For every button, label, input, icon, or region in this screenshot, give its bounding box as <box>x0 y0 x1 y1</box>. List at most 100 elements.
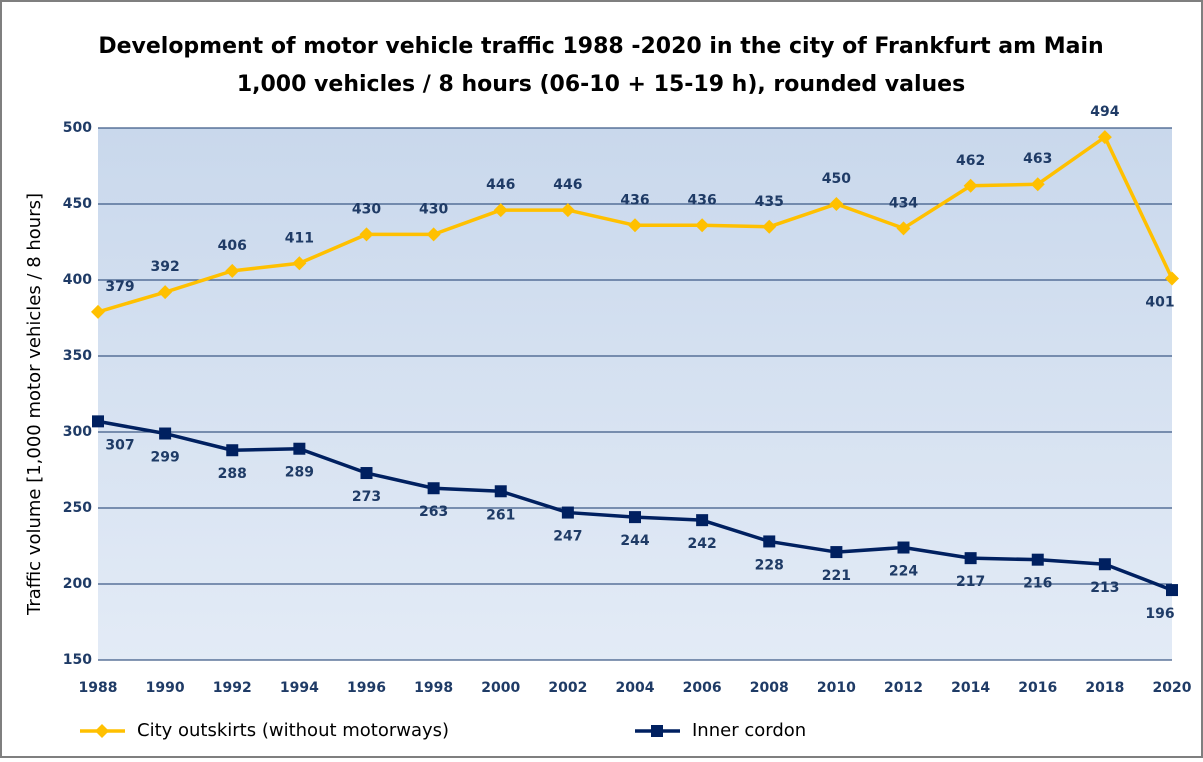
data-label: 392 <box>151 259 180 275</box>
data-point <box>159 427 172 440</box>
x-tick-label: 2008 <box>750 680 789 696</box>
y-tick-label: 500 <box>63 120 92 136</box>
y-tick-label: 150 <box>63 652 92 668</box>
data-label: 450 <box>822 171 851 187</box>
data-label: 224 <box>889 564 918 580</box>
x-tick-label: 2000 <box>481 680 520 696</box>
data-point <box>897 541 910 554</box>
x-tick-label: 2018 <box>1085 680 1124 696</box>
data-label: 494 <box>1090 104 1119 120</box>
data-point <box>561 506 574 519</box>
data-label: 379 <box>105 279 134 295</box>
y-tick-label: 200 <box>63 576 92 592</box>
data-point <box>226 444 239 457</box>
data-point <box>91 304 105 319</box>
data-point <box>359 227 374 242</box>
x-tick-label: 2010 <box>817 680 856 696</box>
y-tick-label: 400 <box>63 272 92 288</box>
data-label: 196 <box>1145 606 1174 622</box>
data-label: 289 <box>285 465 314 481</box>
data-point <box>629 511 641 524</box>
data-label: 221 <box>822 568 851 584</box>
data-label: 401 <box>1145 294 1174 310</box>
data-point <box>1098 558 1111 571</box>
data-point <box>427 482 440 495</box>
data-label: 244 <box>620 533 649 549</box>
legend-label: Inner cordon <box>692 720 806 741</box>
data-label: 436 <box>620 192 649 208</box>
x-tick-label: 1990 <box>146 680 185 696</box>
data-point <box>763 535 776 548</box>
data-label: 436 <box>688 192 717 208</box>
legend-marker <box>95 724 109 738</box>
data-label: 434 <box>889 195 918 211</box>
data-point <box>896 221 911 236</box>
data-label: 411 <box>285 230 314 246</box>
x-tick-label: 2016 <box>1018 680 1057 696</box>
data-label: 242 <box>688 536 717 552</box>
data-point <box>293 442 306 455</box>
data-point <box>560 203 575 218</box>
y-tick-label: 350 <box>63 348 92 364</box>
plot-area <box>98 128 1172 660</box>
data-point <box>963 178 978 193</box>
y-tick-label: 250 <box>63 500 92 516</box>
data-label: 273 <box>352 489 381 505</box>
x-tick-label: 2012 <box>884 680 923 696</box>
data-point <box>292 256 307 271</box>
data-label: 261 <box>486 507 515 523</box>
data-point <box>1097 130 1112 145</box>
x-tick-label: 2014 <box>951 680 990 696</box>
x-tick-label: 2002 <box>548 680 587 696</box>
x-tick-label: 2004 <box>616 680 655 696</box>
data-point <box>964 552 977 565</box>
data-point <box>360 467 373 480</box>
data-point <box>628 218 642 233</box>
data-label: 228 <box>755 557 784 573</box>
data-point <box>695 218 710 233</box>
x-tick-label: 1998 <box>414 680 453 696</box>
x-tick-label: 1988 <box>79 680 118 696</box>
data-point <box>92 415 104 428</box>
data-point <box>225 263 240 278</box>
data-label: 463 <box>1023 151 1052 167</box>
x-tick-label: 2006 <box>683 680 722 696</box>
chart-title: Development of motor vehicle traffic 198… <box>98 34 1103 59</box>
data-label: 217 <box>956 574 985 590</box>
y-tick-label: 300 <box>63 424 92 440</box>
y-tick-label: 450 <box>63 196 92 212</box>
x-tick-label: 1992 <box>213 680 252 696</box>
data-label: 406 <box>218 238 247 254</box>
y-axis-title: Traffic volume [1,000 motor vehicles / 8… <box>24 193 45 616</box>
data-label: 435 <box>755 194 784 210</box>
data-label: 288 <box>218 466 247 482</box>
data-point <box>696 514 709 527</box>
data-point <box>493 203 508 218</box>
data-point <box>1166 584 1178 597</box>
legend-label: City outskirts (without motorways) <box>137 720 449 741</box>
data-point <box>829 197 844 211</box>
x-tick-label: 1994 <box>280 680 319 696</box>
data-label: 299 <box>151 450 180 466</box>
legend-marker <box>651 725 663 737</box>
data-label: 430 <box>419 201 448 217</box>
data-label: 216 <box>1023 576 1052 592</box>
chart-subtitle: 1,000 vehicles / 8 hours (06-10 + 15-19 … <box>237 72 965 97</box>
data-label: 307 <box>105 437 134 453</box>
data-point <box>1030 177 1045 192</box>
data-point <box>1031 553 1044 566</box>
data-point <box>158 285 173 300</box>
data-label: 263 <box>419 504 448 520</box>
data-point <box>830 546 843 559</box>
data-label: 446 <box>486 177 515 193</box>
x-tick-label: 1996 <box>347 680 386 696</box>
data-label: 430 <box>352 201 381 217</box>
data-label: 213 <box>1090 580 1119 596</box>
data-point <box>426 227 441 242</box>
data-point <box>494 485 507 498</box>
data-label: 446 <box>553 177 582 193</box>
data-point <box>1165 271 1179 286</box>
data-label: 462 <box>956 153 985 169</box>
data-label: 247 <box>553 529 582 545</box>
